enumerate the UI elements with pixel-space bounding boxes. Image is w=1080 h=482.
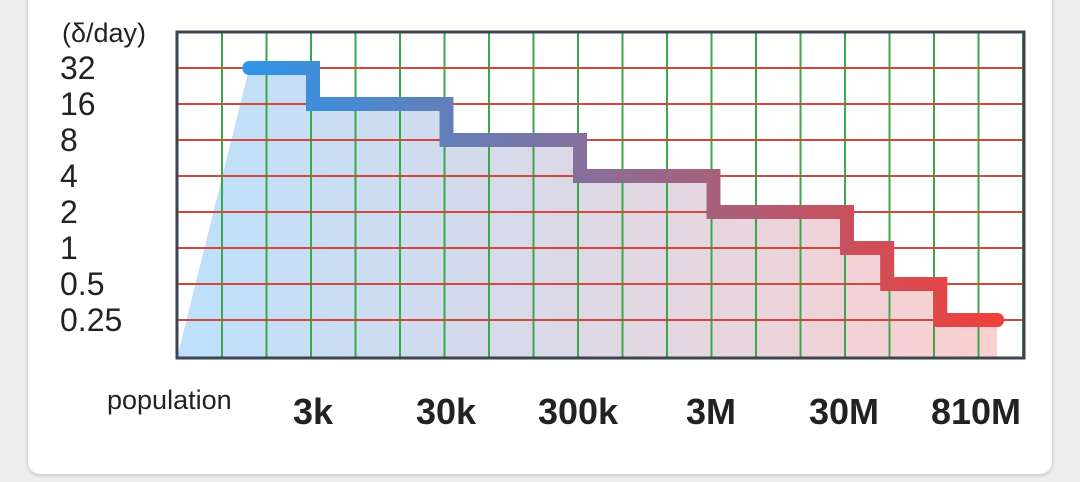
y-tick-label: 0.25 (60, 302, 122, 338)
x-tick-label: 3k (293, 391, 334, 432)
y-tick-label: 16 (60, 86, 96, 122)
y-unit-label: (δ/day) (62, 18, 146, 48)
y-tick-label: 8 (60, 122, 78, 158)
x-axis-title: population (107, 385, 232, 415)
x-tick-label: 810M (931, 391, 1021, 432)
y-tick-label: 0.5 (60, 266, 104, 302)
y-tick-label: 2 (60, 194, 78, 230)
x-tick-label: 30k (416, 391, 477, 432)
series-line (242, 61, 1005, 327)
y-tick-label: 4 (60, 158, 78, 194)
plot-frame (175, 30, 1026, 360)
y-tick-label: 1 (60, 230, 78, 266)
x-tick-label: 3M (686, 391, 736, 432)
x-tick-label: 30M (809, 391, 879, 432)
y-tick-label: 32 (60, 50, 96, 86)
x-tick-label: 300k (538, 391, 619, 432)
